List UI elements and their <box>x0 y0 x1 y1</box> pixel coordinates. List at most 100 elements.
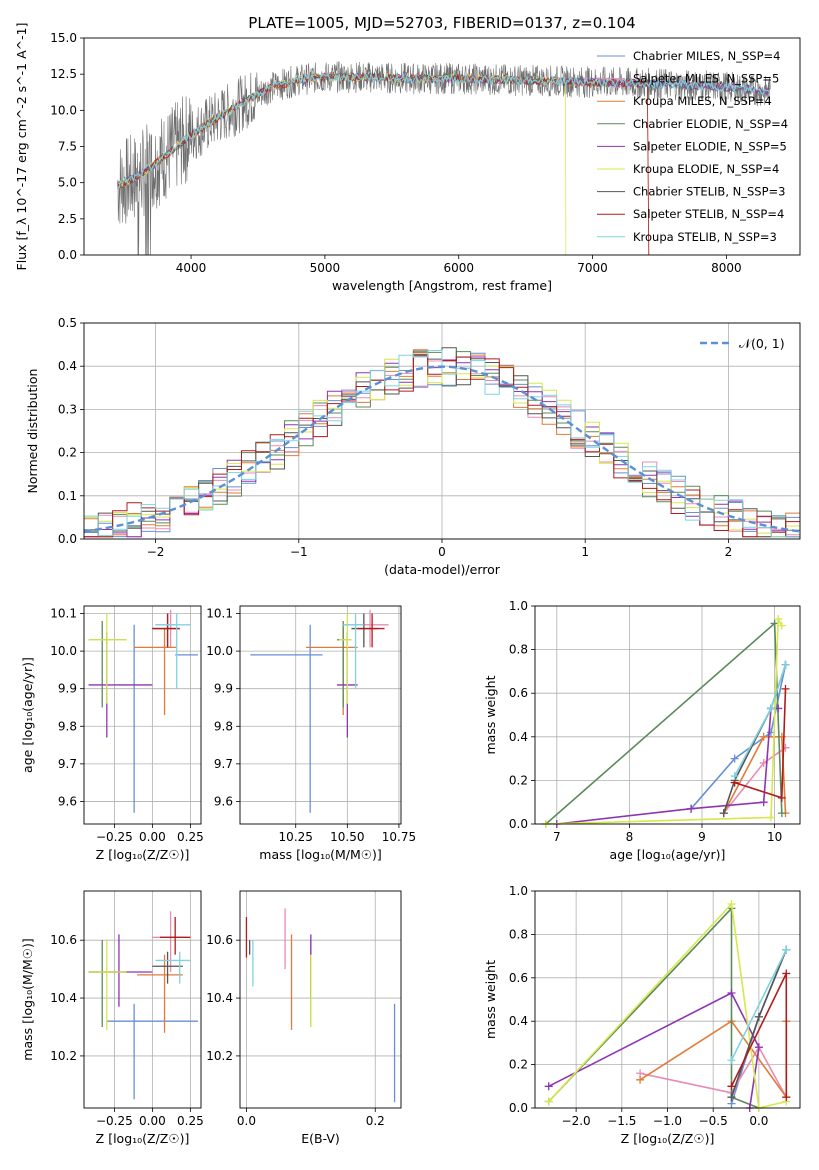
x-tick-label: 0.00 <box>139 1114 166 1128</box>
y-tick-label: 7.5 <box>58 140 77 154</box>
age-Z-frame <box>83 605 202 825</box>
weight-marker <box>777 809 786 818</box>
x-tick-label: 6000 <box>443 261 474 275</box>
y-tick-label: 0.6 <box>509 686 528 700</box>
x-tick-label: 0.0 <box>749 1114 768 1128</box>
y-axis-label: Normed distribution <box>25 369 40 494</box>
y-tick-label: 9.8 <box>214 719 233 733</box>
mass-weight-Z-frame <box>534 890 801 1109</box>
legend-entry: 𝒩(0, 1) <box>739 336 785 351</box>
y-tick-label: 0.8 <box>509 643 528 657</box>
x-tick-label: 10 <box>767 830 782 844</box>
mass-weight-age-frame <box>534 605 801 825</box>
weight-marker <box>774 615 783 624</box>
legend-entry: Kroupa STELIB, N_SSP=3 <box>633 230 777 244</box>
mass-Z-points <box>88 911 198 1100</box>
weight-marker <box>766 813 775 822</box>
x-tick-label: 1 <box>581 545 589 559</box>
weight-marker <box>782 945 791 954</box>
y-tick-label: 0.4 <box>509 730 528 744</box>
mass-EBV-points <box>245 908 396 1103</box>
model-line <box>117 72 650 255</box>
weight-marker <box>759 732 768 741</box>
spectrum-lines <box>117 61 771 255</box>
y-tick-label: 9.6 <box>214 794 233 808</box>
weight-marker <box>727 1082 736 1091</box>
y-tick-label: 10.6 <box>206 933 233 947</box>
x-tick-label: 10.25 <box>279 830 313 844</box>
legend-entry: Salpeter MILES, N_SSP=5 <box>633 72 779 86</box>
y-tick-label: 1.0 <box>509 599 528 613</box>
legend-entry: Salpeter STELIB, N_SSP=4 <box>633 207 784 221</box>
y-tick-label: 10.1 <box>206 607 233 621</box>
weight-line <box>548 906 760 1109</box>
weight-line <box>556 707 779 825</box>
legend-entry: Salpeter ELODIE, N_SSP=5 <box>633 139 787 153</box>
y-tick-label: 9.9 <box>214 682 233 696</box>
x-tick-label: 2 <box>725 545 733 559</box>
x-axis-label: (data-model)/error <box>384 562 501 577</box>
x-tick-label: −1.5 <box>607 1114 636 1128</box>
weight-marker <box>727 900 736 909</box>
y-tick-label: 10.4 <box>206 991 233 1005</box>
legend-entry: Chabrier ELODIE, N_SSP=4 <box>633 117 788 131</box>
y-tick-label: 9.6 <box>58 794 77 808</box>
weight-marker <box>730 754 739 763</box>
x-axis-label: Z [log₁₀(Z/Z☉)] <box>96 847 190 862</box>
y-axis-label: mass weight <box>483 960 498 1039</box>
age-mass-axes: 10.25 10.50 10.75 9.6 9.7 9.8 9.9 10.0 10.1 mass … <box>206 606 416 862</box>
y-tick-label: 0.0 <box>58 532 77 546</box>
weight-marker <box>544 1097 553 1106</box>
x-tick-label: 0.25 <box>177 1114 204 1128</box>
chart-title: PLATE=1005, MJD=52703, FIBERID=0137, z=0… <box>248 14 635 32</box>
age-Z-points <box>88 609 198 813</box>
legend-entry: Chabrier MILES, N_SSP=4 <box>633 49 780 63</box>
y-tick-label: 12.5 <box>50 67 77 81</box>
y-tick-label: 9.8 <box>58 719 77 733</box>
x-tick-label: 10.50 <box>330 830 364 844</box>
weight-line <box>545 621 783 825</box>
y-tick-label: 1.0 <box>509 884 528 898</box>
x-tick-label: 5000 <box>310 261 341 275</box>
weight-marker <box>781 660 790 669</box>
age-Z-axes: −0.25 0.00 0.25 9.6 9.7 9.8 9.9 10.0 10.1 Z [log₁… <box>20 606 204 862</box>
y-tick-label: 0.0 <box>58 248 77 262</box>
weight-marker <box>727 1056 736 1065</box>
y-tick-label: 0.1 <box>58 489 77 503</box>
legend-entry: Chabrier STELIB, N_SSP=3 <box>633 185 785 199</box>
weight-marker <box>544 1082 553 1091</box>
y-tick-label: 0.8 <box>509 927 528 941</box>
y-tick-label: 0.5 <box>58 316 77 330</box>
weight-marker <box>782 1093 791 1102</box>
y-tick-label: 9.9 <box>58 682 77 696</box>
weight-line <box>548 991 760 1109</box>
y-tick-label: 10.1 <box>50 607 77 621</box>
weight-marker <box>754 1012 763 1021</box>
y-axis-label: mass weight <box>483 675 498 754</box>
x-tick-label: 0.2 <box>366 1114 385 1128</box>
y-tick-label: 10.0 <box>50 644 77 658</box>
legend-entry: Kroupa ELODIE, N_SSP=4 <box>633 162 779 176</box>
spectrum-legend: Chabrier MILES, N_SSP=4 Salpeter MILES, N… <box>597 49 788 244</box>
spectrum-frame <box>83 37 801 256</box>
y-tick-label: 0.0 <box>509 817 528 831</box>
x-tick-label: −0.25 <box>96 1114 133 1128</box>
weight-marker <box>766 704 775 713</box>
weight-marker <box>754 1043 763 1052</box>
x-tick-label: 9 <box>698 830 706 844</box>
y-tick-label: 10.0 <box>206 644 233 658</box>
x-tick-label: 7 <box>553 830 561 844</box>
y-axis-label: Flux [f_λ 10^-17 erg cm^-2 s^-1 A^-1] <box>14 23 29 271</box>
x-tick-label: 0.0 <box>237 1114 256 1128</box>
y-axis-label: age [log₁₀(age/yr)] <box>20 657 35 773</box>
x-axis-label: E(B-V) <box>301 1131 340 1146</box>
weight-line <box>730 949 788 1061</box>
y-tick-label: 5.0 <box>58 176 77 190</box>
weight-marker <box>730 772 739 781</box>
weight-marker <box>727 988 736 997</box>
x-tick-label: −1.0 <box>653 1114 682 1128</box>
y-tick-label: 0.2 <box>509 1058 528 1072</box>
y-tick-label: 0.4 <box>509 1014 528 1028</box>
y-tick-label: 0.6 <box>509 971 528 985</box>
